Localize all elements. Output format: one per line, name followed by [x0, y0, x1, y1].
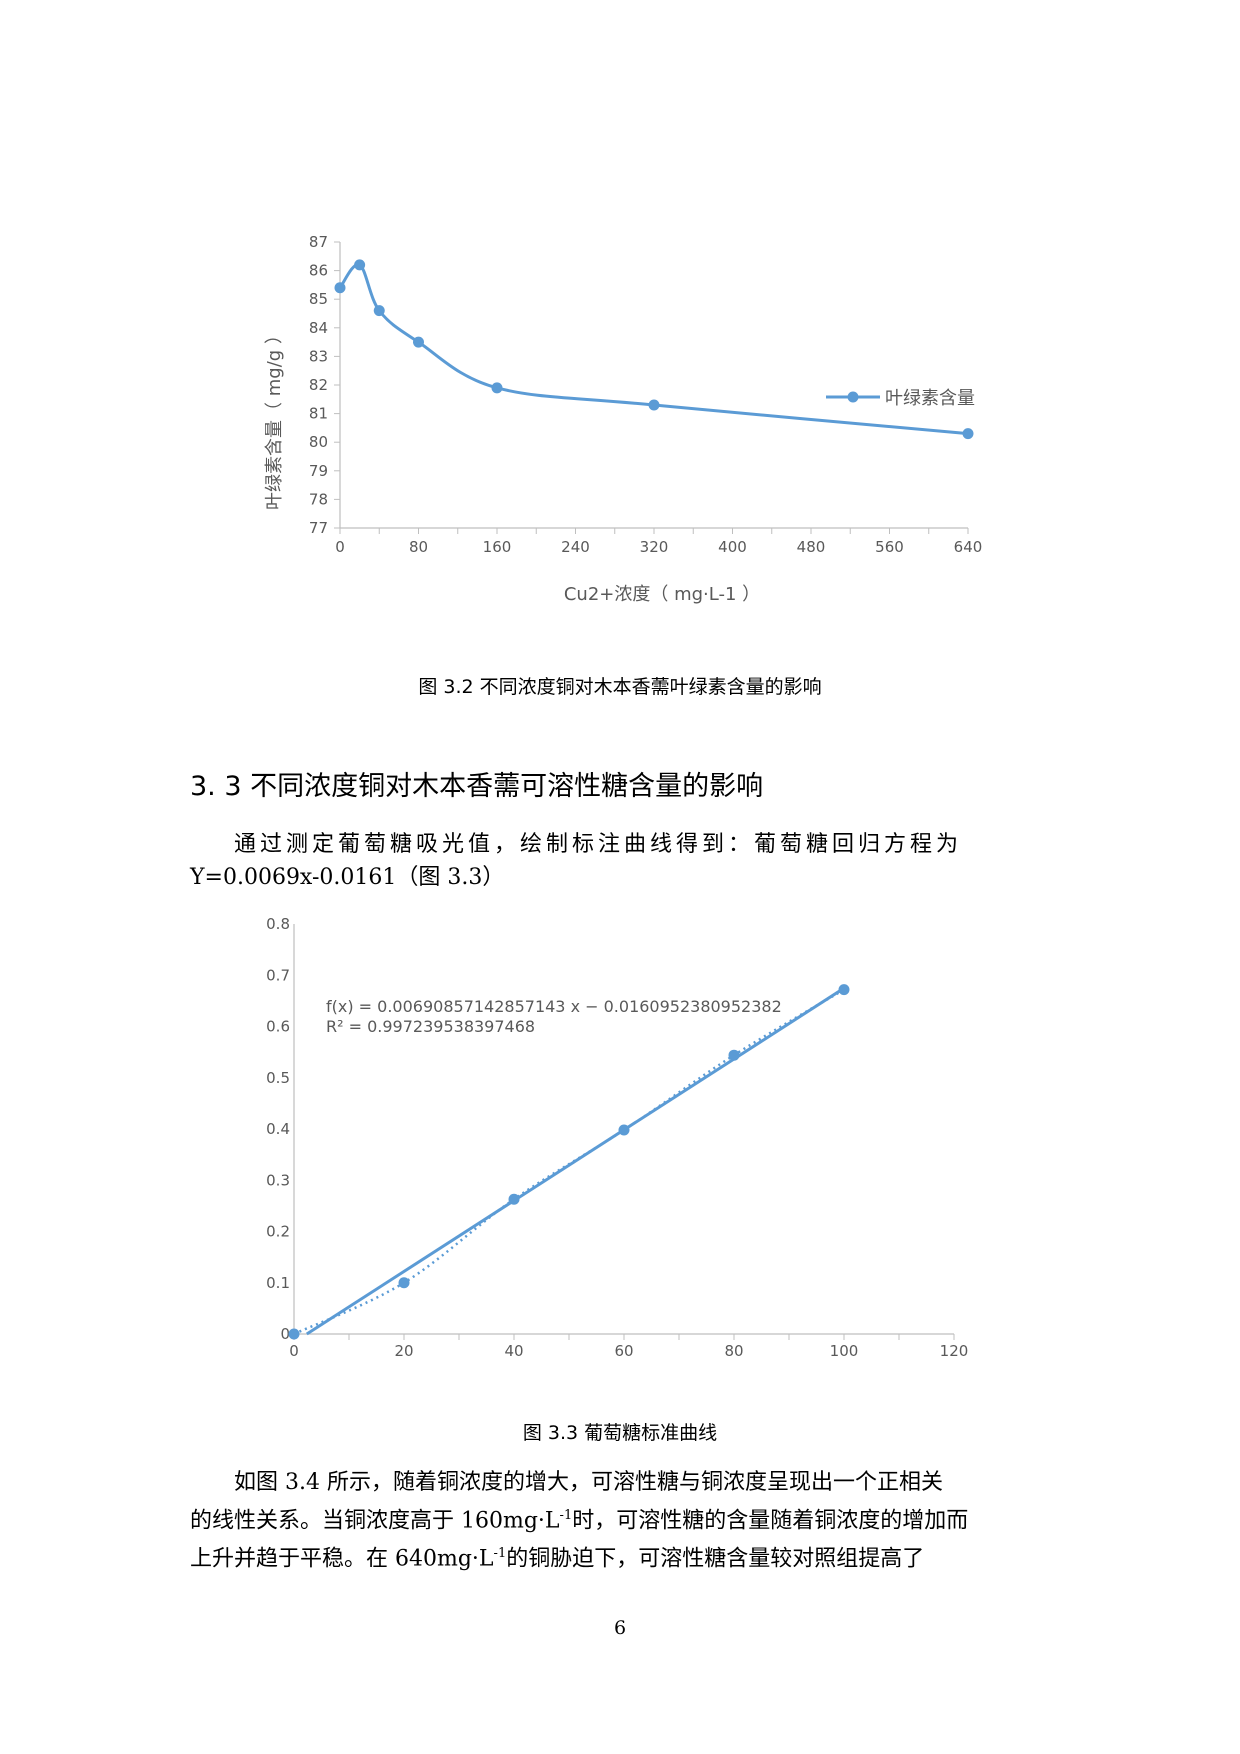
chart1-legend: 叶绿素含量 — [826, 388, 975, 409]
data-point — [398, 1277, 410, 1289]
x-tick-label: 560 — [875, 538, 904, 556]
line2-text-a: 的线性关系。当铜浓度高于 160mg·L — [190, 1508, 560, 1534]
x-tick-label: 0 — [335, 538, 345, 556]
glucose-standard-curve-chart: 0 0.1 0.2 0.3 0.4 0.5 0.6 0.7 0.8 0 20 40 60 80 100 12… — [266, 915, 969, 1360]
x-tick-label: 240 — [561, 538, 590, 556]
y-tick-label: 77 — [309, 519, 328, 537]
chart1-x-axis-title: Cu2+浓度（ mg·L-1 ） — [564, 584, 760, 605]
paragraph-1-line-1: 通过测定葡萄糖吸光值，绘制标注曲线得到：葡萄糖回归方程为 — [234, 832, 963, 857]
section-heading: 3. 3 不同浓度铜对木本香薷可溶性糖含量的影响 — [190, 771, 764, 802]
paragraph-2-line-1: 如图 3.4 所示，随着铜浓度的增大，可溶性糖与铜浓度呈现出一个正相关 — [234, 1470, 943, 1495]
chart1-points — [334, 259, 974, 440]
line3-text-b: 的铜胁迫下，可溶性糖含量较对照组提高了 — [506, 1546, 925, 1572]
y-tick-label: 0 — [280, 1325, 290, 1343]
data-point — [413, 336, 424, 348]
legend-label: 叶绿素含量 — [885, 388, 975, 409]
y-tick-label: 80 — [309, 433, 328, 451]
chart2-y-axis: 0 0.1 0.2 0.3 0.4 0.5 0.6 0.7 0.8 — [266, 915, 295, 1343]
y-tick-label: 83 — [309, 347, 328, 365]
paragraph-2-line-3: 上升并趋于平稳。在 640mg·L-1的铜胁迫下，可溶性糖含量较对照组提高了 — [190, 1537, 1055, 1575]
x-tick-label: 120 — [940, 1342, 969, 1360]
paragraph-1-line-2: Y=0.0069x-0.0161（图 3.3） — [190, 865, 505, 890]
y-tick-label: 81 — [309, 405, 328, 423]
line2-sup: -1 — [559, 1508, 573, 1523]
chart1-series-line — [338, 263, 969, 436]
y-tick-label: 0.1 — [266, 1274, 290, 1292]
y-tick-label: 0.4 — [266, 1120, 290, 1138]
chlorophyll-chart: 77 78 79 80 81 82 83 84 85 86 87 0 80 160 240 320 400 48… — [264, 233, 983, 605]
data-point — [354, 259, 366, 271]
chart2-trendline — [306, 986, 845, 1336]
page-number: 6 — [613, 1617, 627, 1639]
y-tick-label: 87 — [309, 233, 328, 251]
line3-text-a: 上升并趋于平稳。在 640mg·L — [190, 1546, 494, 1572]
chart2-r-squared: R² = 0.997239538397468 — [326, 1017, 535, 1036]
x-tick-label: 320 — [640, 538, 669, 556]
x-tick-label: 80 — [409, 538, 428, 556]
data-point — [508, 1193, 520, 1205]
figure1-caption: 图 3.2 不同浓度铜对木本香薷叶绿素含量的影响 — [418, 676, 822, 698]
data-point — [618, 1124, 630, 1136]
x-tick-label: 160 — [483, 538, 512, 556]
x-tick-label: 80 — [724, 1342, 743, 1360]
paragraph-2: 如图 3.4 所示，随着铜浓度的增大，可溶性糖与铜浓度呈现出一个正相关 的线性关… — [190, 1466, 1055, 1576]
y-tick-label: 78 — [309, 490, 328, 508]
y-tick-label: 85 — [309, 290, 328, 308]
data-point — [288, 1328, 300, 1340]
y-tick-label: 0.3 — [266, 1171, 290, 1189]
chart1-y-axis-title: 叶绿素含量（ mg/g ） — [264, 326, 285, 510]
y-tick-label: 0.5 — [266, 1069, 290, 1087]
legend-marker-icon — [847, 391, 859, 403]
y-tick-label: 79 — [309, 462, 328, 480]
chart2-x-axis: 0 20 40 60 80 100 120 — [289, 1333, 969, 1360]
x-tick-label: 60 — [614, 1342, 633, 1360]
x-tick-label: 40 — [504, 1342, 523, 1360]
chart2-equation: f(x) = 0.00690857142857143 x − 0.0160952… — [326, 997, 782, 1016]
data-point — [648, 399, 660, 411]
line2-text-b: 时，可溶性糖的含量随着铜浓度的增加而 — [572, 1508, 969, 1534]
y-tick-label: 0.7 — [266, 966, 290, 984]
data-point — [728, 1049, 740, 1061]
y-tick-label: 0.2 — [266, 1223, 290, 1241]
data-point — [373, 305, 385, 317]
y-tick-label: 0.6 — [266, 1018, 290, 1036]
y-tick-label: 86 — [309, 262, 328, 280]
x-tick-label: 480 — [797, 538, 826, 556]
x-tick-label: 20 — [394, 1342, 413, 1360]
paragraph-1: 通过测定葡萄糖吸光值，绘制标注曲线得到：葡萄糖回归方程为 Y=0.0069x-0… — [190, 828, 1055, 894]
x-tick-label: 400 — [718, 538, 747, 556]
y-tick-label: 0.8 — [266, 915, 290, 933]
chart1-y-axis: 77 78 79 80 81 82 83 84 85 86 87 — [309, 233, 341, 537]
y-tick-label: 84 — [309, 319, 328, 337]
data-point — [491, 382, 503, 394]
x-tick-label: 100 — [830, 1342, 859, 1360]
chart2-points — [288, 984, 850, 1340]
data-point — [334, 282, 346, 294]
y-tick-label: 82 — [309, 376, 328, 394]
x-tick-label: 0 — [289, 1342, 299, 1360]
paragraph-2-line-2: 的线性关系。当铜浓度高于 160mg·L-1时，可溶性糖的含量随着铜浓度的增加而 — [190, 1499, 1055, 1537]
data-point — [838, 984, 850, 996]
data-point — [962, 428, 974, 440]
x-tick-label: 640 — [954, 538, 983, 556]
chart1-x-axis: 0 80 160 240 320 400 480 560 640 — [335, 527, 983, 556]
line3-sup: -1 — [493, 1546, 507, 1562]
figure2-caption: 图 3.3 葡萄糖标准曲线 — [522, 1422, 718, 1444]
